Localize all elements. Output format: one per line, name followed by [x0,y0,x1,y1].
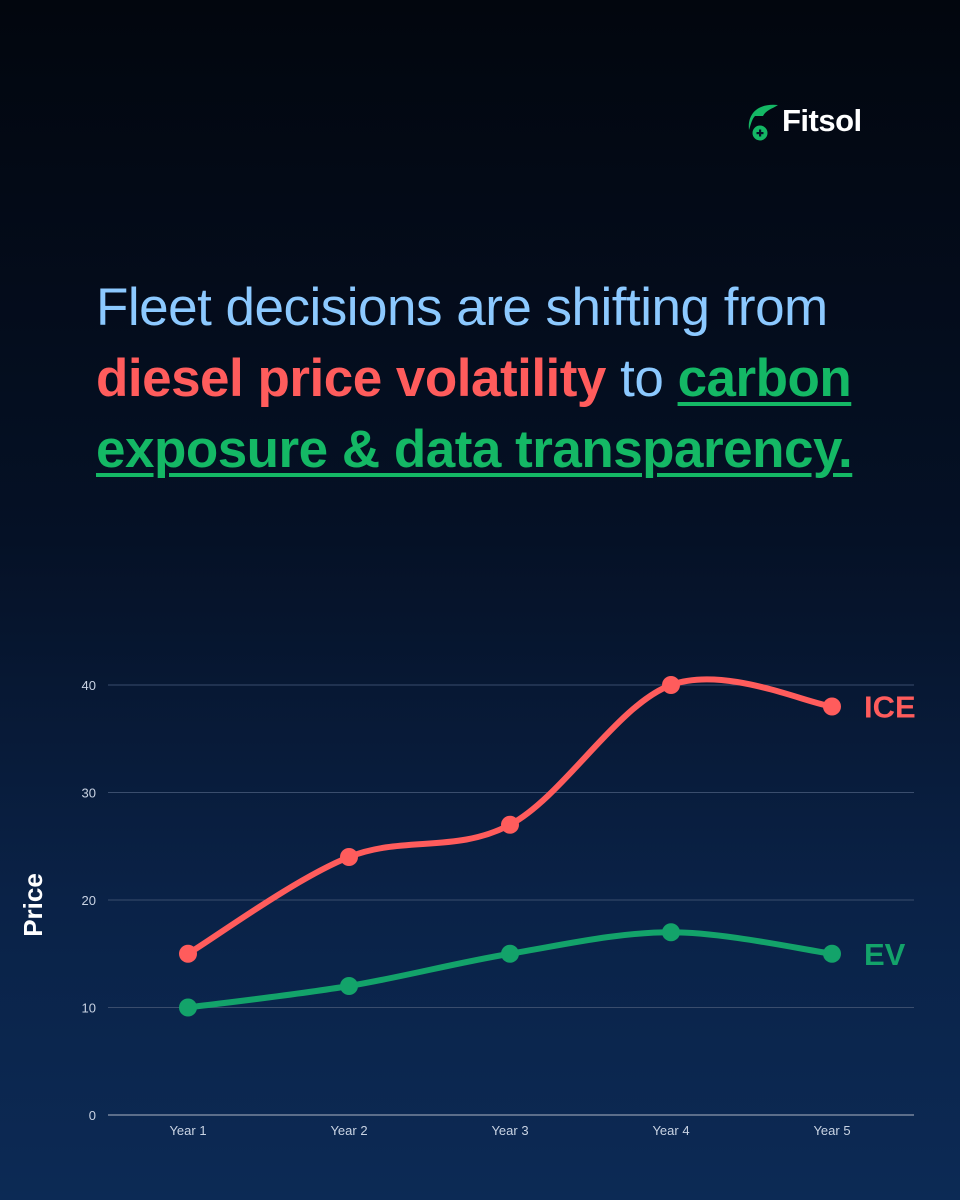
chart-grid [108,684,914,1116]
y-axis-ticks: 0 10 20 30 40 [82,678,96,1123]
ice-data-point [179,944,197,963]
y-tick-label: 30 [82,786,96,801]
x-tick-label: Year 3 [491,1123,528,1138]
ev-series-label: EV [864,937,906,972]
headline-text-1: Fleet decisions are shifting from [96,278,828,337]
ev-data-point [823,944,841,963]
y-tick-label: 10 [82,1001,96,1016]
chart-series: ICE EV [179,676,916,1017]
brand-logo: Fitsol [744,100,862,142]
ice-data-point [501,815,519,834]
headline-highlight-price-volatility: price volatility [257,349,607,408]
y-tick-label: 0 [89,1108,96,1123]
x-tick-label: Year 1 [169,1123,206,1138]
ev-data-point [179,998,197,1017]
ev-data-point [662,923,680,942]
ev-data-point [340,977,358,995]
leaf-plug-icon [748,104,778,141]
headline-text-2: to [605,349,678,408]
ice-series-label: ICE [864,690,916,725]
headline-space [243,349,257,408]
price-line-chart: 0 10 20 30 40 Year 1 Year 2 Year 3 Year 4 Year 5… [18,676,916,1138]
x-tick-label: Year 4 [652,1123,689,1138]
x-tick-label: Year 5 [813,1123,850,1138]
headline-highlight-carbon: carbon exposure & data transparency. [96,349,853,479]
headline-highlight-diesel: diesel [96,349,244,408]
ice-data-point [823,697,841,716]
x-axis-ticks: Year 1 Year 2 Year 3 Year 4 Year 5 [169,1123,850,1138]
y-tick-label: 20 [82,893,96,908]
ice-data-point [340,848,358,866]
ice-data-point [662,676,680,694]
y-axis-label: Price [18,873,48,937]
brand-name: Fitsol [782,103,862,138]
ev-series-line [185,929,835,1011]
x-tick-label: Year 2 [330,1123,367,1138]
y-tick-label: 40 [82,678,96,693]
headline: Fleet decisions are shifting from diesel… [96,272,896,485]
ev-data-point [501,944,519,963]
